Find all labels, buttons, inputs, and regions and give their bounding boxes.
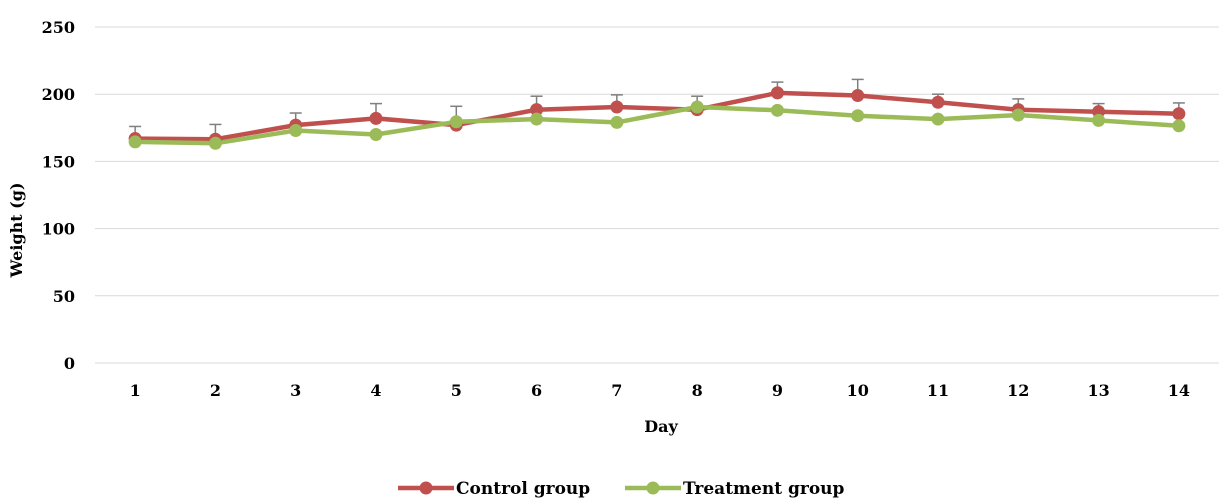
legend-swatch-marker [646,481,660,495]
data-point [289,123,303,137]
x-tick-label: 1 [130,381,141,400]
data-point [369,111,383,125]
data-point [931,95,945,109]
x-tick-label: 7 [611,381,622,400]
data-point [851,109,865,123]
data-point [1172,107,1186,121]
x-tick-label: 8 [692,381,703,400]
x-tick-label: 11 [927,381,949,400]
x-tick-label: 9 [772,381,783,400]
data-point [369,128,383,142]
data-point [1092,113,1106,127]
y-tick-label: 200 [42,85,75,104]
y-axis-title: Weight (g) [7,182,26,278]
x-axis-ticks: 1 2 3 4 5 6 7 8 9 10 11 12 13 14 [130,381,1190,400]
y-tick-label: 100 [42,220,75,239]
x-axis-title: Day [644,417,678,436]
legend-label: Control group [456,479,590,499]
data-point [1172,119,1186,133]
data-point [931,112,945,126]
legend: Control group Treatment group [398,479,845,499]
y-axis-ticks: 0 50 100 150 200 250 [42,18,75,373]
data-point [1011,108,1025,122]
x-tick-label: 5 [451,381,462,400]
error-bars [129,78,1185,140]
x-tick-label: 13 [1087,381,1109,400]
data-point [449,115,463,129]
x-tick-label: 10 [847,381,869,400]
data-point [770,103,784,117]
series-line-1 [132,104,1182,146]
y-tick-label: 0 [64,354,75,373]
legend-swatch-marker [419,481,433,495]
data-point [851,89,865,103]
y-tick-label: 150 [42,152,75,171]
data-point [690,100,704,114]
data-point [770,86,784,100]
legend-label: Treatment group [683,479,845,499]
data-point [530,103,544,117]
data-point [128,135,142,149]
gridlines [95,26,1219,364]
series-lines [132,90,1182,146]
x-tick-label: 14 [1168,381,1190,400]
x-tick-label: 3 [290,381,301,400]
y-tick-label: 50 [53,287,75,306]
series-points [128,86,1186,150]
data-point [610,100,624,114]
x-tick-label: 2 [210,381,221,400]
series-line-0 [132,90,1182,142]
data-point [530,112,544,126]
data-point [610,115,624,129]
x-tick-label: 4 [370,381,381,400]
data-point [208,136,222,150]
x-tick-label: 12 [1007,381,1029,400]
x-tick-label: 6 [531,381,542,400]
y-tick-label: 250 [42,18,75,37]
